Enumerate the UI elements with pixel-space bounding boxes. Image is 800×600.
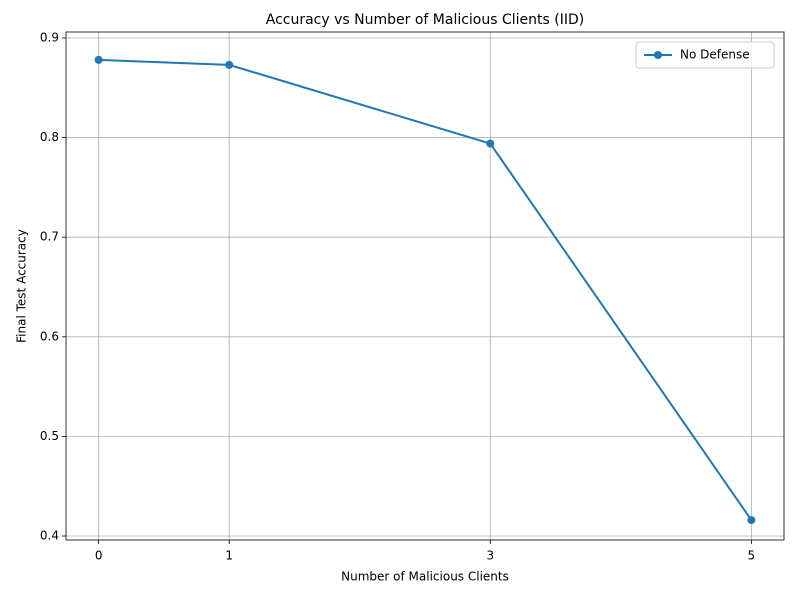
data-point [747, 516, 756, 525]
y-tick-label: 0.7 [40, 230, 59, 244]
y-tick-label: 0.9 [40, 30, 59, 44]
legend-label: No Defense [680, 48, 750, 62]
y-tick-label: 0.6 [40, 329, 59, 343]
x-tick-label: 0 [95, 549, 103, 563]
legend-box [635, 41, 775, 69]
data-point [94, 55, 103, 64]
y-tick-label: 0.5 [40, 429, 59, 443]
y-tick-label: 0.8 [40, 130, 59, 144]
legend-marker [654, 51, 662, 59]
x-tick-label: 5 [748, 549, 756, 563]
data-point [486, 139, 495, 148]
series-line [98, 58, 753, 521]
legend: No Defense [635, 41, 775, 69]
x-tick-label: 3 [486, 549, 494, 563]
chart-title: Accuracy vs Number of Malicious Clients … [266, 12, 584, 28]
x-tick-label: 1 [225, 549, 233, 563]
data-point [225, 60, 234, 69]
plot-frame [65, 31, 785, 541]
x-axis-label: Number of Malicious Clients [341, 570, 509, 584]
y-axis-label: Final Test Accuracy [15, 229, 29, 343]
y-tick-label: 0.4 [40, 529, 59, 543]
